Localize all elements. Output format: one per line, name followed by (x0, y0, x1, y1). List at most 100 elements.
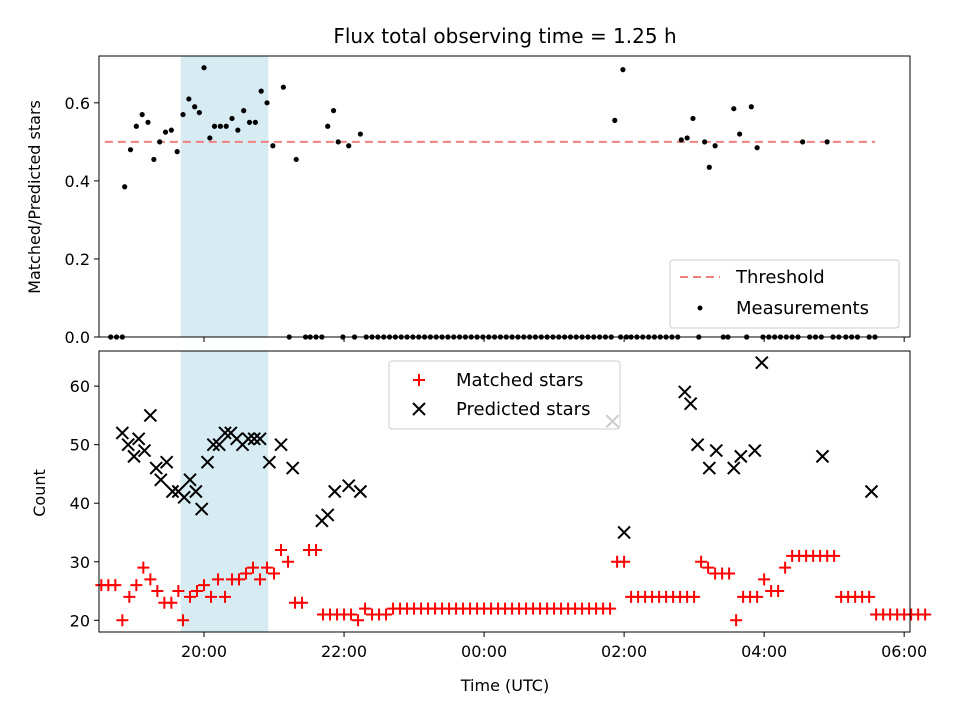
matched-star-point (772, 585, 785, 598)
bottom-y-ticks: 20 30 40 50 60 (70, 377, 99, 630)
x-tick-label: 00:00 (461, 642, 507, 661)
measurement-point (180, 111, 186, 118)
measurement-point (270, 143, 276, 149)
matched-star-points (95, 544, 932, 627)
measurement-point (731, 106, 737, 112)
top-y-ticks: 0.0 0.2 0.4 0.6 (65, 94, 99, 347)
matched-star-point (151, 585, 164, 598)
predicted-star-points (115, 356, 879, 540)
predicted-star-point (165, 484, 180, 499)
matched-star-point (109, 579, 122, 592)
legend-threshold-label: Threshold (735, 267, 825, 288)
measurement-point (690, 115, 696, 122)
measurement-point (196, 109, 202, 116)
top-legend-box (669, 259, 900, 329)
predicted-star-point (285, 461, 300, 475)
matched-star-point (177, 614, 190, 627)
top-panel: 0.0 0.2 0.4 0.6 Threshold Measurements (65, 55, 911, 347)
y-tick-label: 40 (70, 494, 90, 513)
y-tick-label: 50 (70, 436, 90, 455)
measurement-point (211, 123, 218, 129)
y-tick-label: 20 (70, 611, 90, 630)
measurement-point (127, 147, 134, 153)
measurement-point (258, 88, 264, 94)
predicted-star-point (177, 490, 191, 505)
bottom-plot-frame (98, 350, 911, 633)
matched-star-point (779, 561, 792, 574)
measurement-point (162, 129, 169, 135)
measurement-point (330, 108, 337, 114)
measurement-point (684, 135, 690, 141)
x-tick-label: 06:00 (881, 642, 927, 661)
measurement-point (754, 145, 760, 151)
predicted-star-point (748, 443, 762, 458)
top-y-axis-label: Matched/Predicted stars (25, 100, 44, 294)
matched-star-point (310, 544, 323, 557)
matched-star-point (191, 585, 204, 598)
legend-predicted-label: Predicted stars (456, 399, 590, 420)
measurement-point (824, 139, 830, 145)
matched-star-point (275, 544, 288, 557)
measurement-point (201, 65, 207, 71)
matched-star-point (212, 573, 225, 586)
predicted-star-point (121, 437, 135, 452)
bottom-legend-box (388, 360, 621, 430)
measurement-point (139, 111, 145, 118)
matched-star-point (172, 585, 185, 598)
matched-star-point (618, 555, 631, 568)
matched-star-point (130, 579, 143, 592)
bottom-x-ticks: 20:00 22:00 00:00 02:00 04:00 06:00 (181, 632, 927, 661)
measurement-point (217, 123, 223, 129)
predicted-star-point (183, 473, 197, 487)
predicted-star-point (127, 449, 141, 464)
measurement-point (325, 123, 331, 129)
top-legend: Threshold Measurements (669, 259, 900, 329)
top-plot-frame (98, 55, 911, 338)
measurement-point (151, 156, 157, 163)
legend-measurements-swatch (697, 305, 703, 311)
y-tick-label: 0.6 (65, 94, 90, 113)
predicted-star-point (734, 449, 748, 464)
predicted-star-point (131, 432, 146, 446)
measurement-point (357, 131, 363, 137)
matched-star-point (233, 573, 246, 586)
measurement-point (702, 139, 708, 145)
measurement-point (246, 119, 253, 125)
y-tick-label: 60 (70, 377, 90, 396)
measurement-point (346, 143, 352, 149)
matched-star-point (240, 567, 253, 580)
measurement-point (712, 143, 718, 149)
matched-star-point (144, 573, 157, 586)
measurement-point (174, 149, 180, 155)
matched-star-point (137, 561, 150, 574)
top-highlight-span (180, 56, 269, 337)
predicted-star-point (137, 443, 152, 458)
x-tick-label: 04:00 (741, 642, 787, 661)
measurement-point (145, 119, 151, 125)
measurement-point (800, 139, 806, 145)
legend-measurements-label: Measurements (736, 298, 869, 319)
matched-star-point (688, 590, 701, 603)
matched-star-point (828, 549, 841, 562)
matched-star-point (730, 614, 743, 627)
predicted-star-point (154, 473, 168, 487)
measurement-point (229, 115, 235, 122)
predicted-star-point (683, 396, 698, 411)
predicted-star-point (864, 484, 879, 499)
bottom-y-axis-label: Count (30, 469, 49, 517)
matched-star-point (198, 579, 211, 592)
predicted-star-point (241, 432, 256, 446)
measurement-point (678, 137, 684, 143)
predicted-star-point (115, 426, 130, 440)
measurement-point (620, 67, 626, 73)
predicted-star-point (678, 385, 692, 399)
measurement-point (235, 127, 241, 133)
measurement-point (335, 139, 341, 145)
matched-star-point (345, 608, 358, 621)
measurement-point (157, 139, 163, 145)
matched-star-point (758, 573, 771, 586)
matched-star-point (123, 590, 136, 603)
matched-star-point (268, 567, 281, 580)
matched-star-point (380, 608, 393, 621)
